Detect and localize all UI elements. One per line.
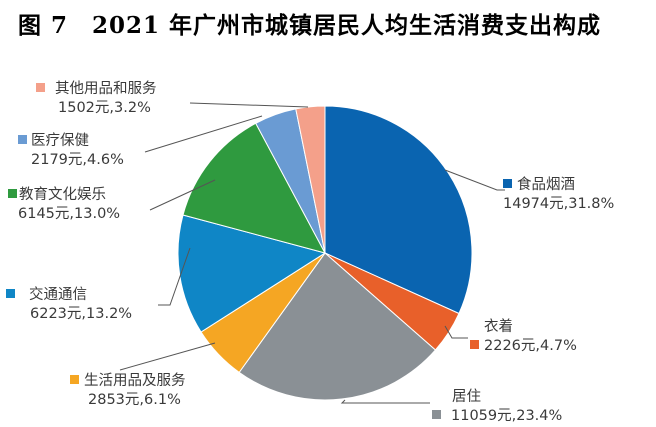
chart-title: 图 7 2021 年广州市城镇居民人均生活消费支出构成 (18, 12, 602, 39)
label-medical: 医疗保健 2179元,4.6% (18, 132, 124, 170)
pie-slices (177, 105, 473, 401)
food-swatch-icon (503, 179, 512, 188)
label-clothing: 衣着 2226元,4.7% (470, 318, 577, 356)
pie-slice (182, 122, 326, 254)
transport-swatch-icon (6, 289, 15, 298)
label-food: 食品烟酒 14974元,31.8% (503, 177, 615, 212)
label-transport: 交通通信 6223元,13.2% (6, 286, 132, 324)
pie-slice (238, 252, 437, 401)
pie-slice (324, 105, 473, 315)
pie-slice (177, 214, 327, 333)
medical-swatch-icon (18, 135, 27, 144)
label-education: 教育文化娱乐 6145元,13.0% (8, 186, 120, 224)
household-swatch-icon (70, 375, 79, 384)
label-household: 生活用品及服务 2853元,6.1% (70, 372, 186, 410)
other-swatch-icon (36, 83, 45, 92)
education-swatch-icon (8, 189, 17, 198)
pie-slice (295, 105, 326, 254)
leader-lines (119, 102, 505, 404)
label-housing: 居住 11059元,23.4% (432, 388, 562, 426)
housing-swatch-icon (432, 410, 441, 419)
label-other: 其他用品和服务 1502元,3.2% (36, 80, 157, 118)
clothing-swatch-icon (470, 340, 479, 349)
